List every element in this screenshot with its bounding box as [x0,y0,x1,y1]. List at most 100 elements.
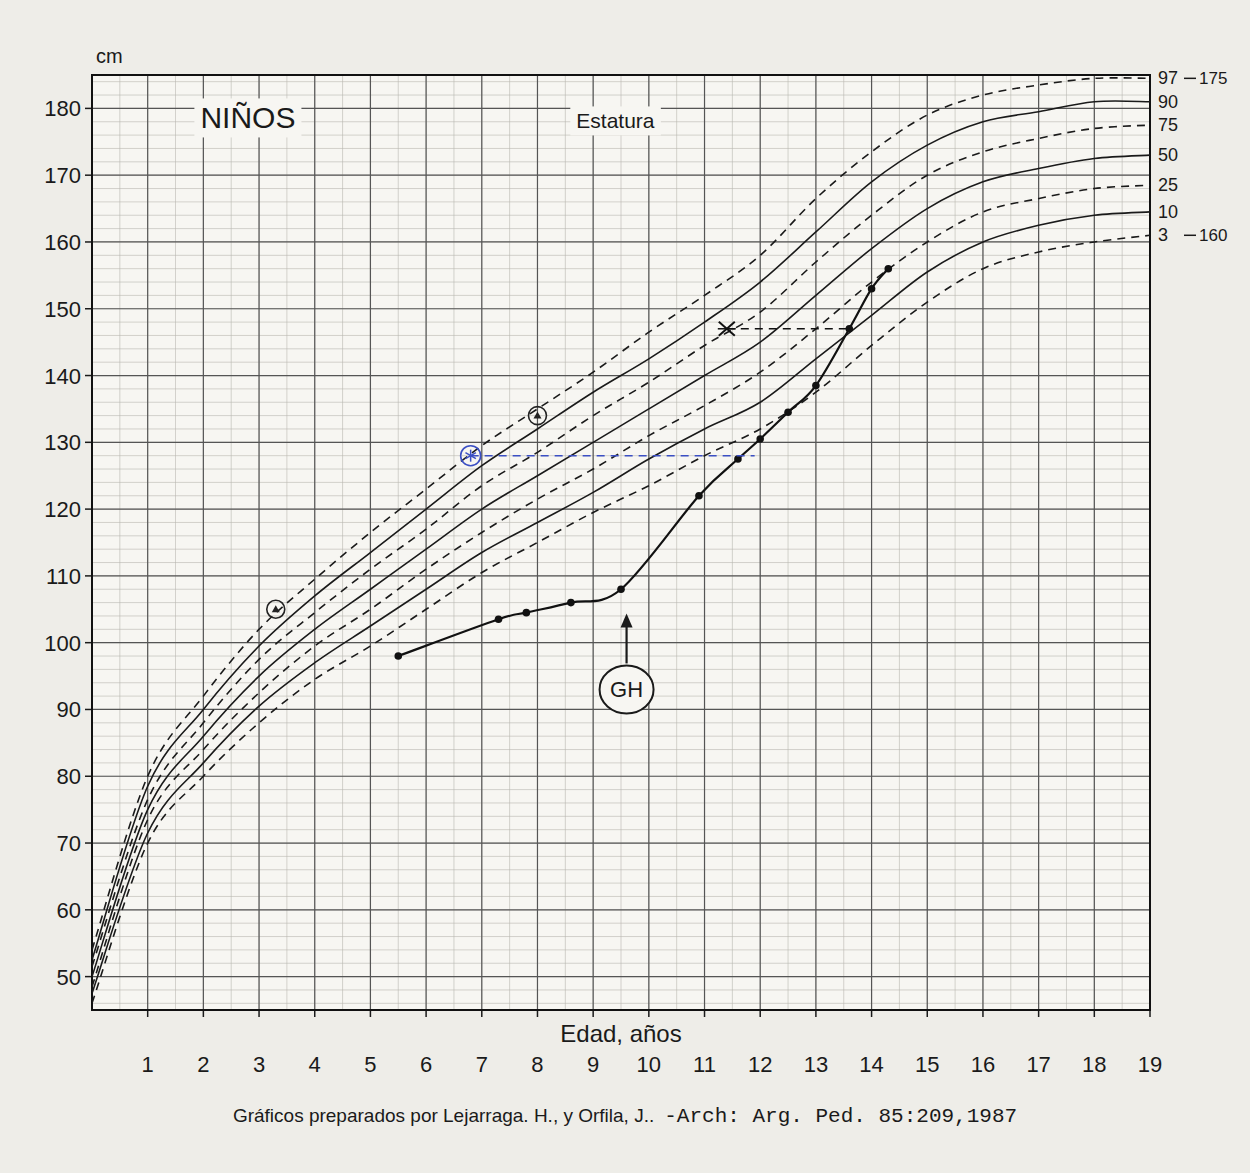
y-axis-label: cm [96,45,123,67]
x-tick-label: 15 [915,1052,939,1077]
minor-grid-line [92,615,1150,616]
minor-grid-line [815,75,816,1010]
grid-line [704,75,705,1010]
x-tick-label: 5 [364,1052,376,1077]
minor-grid-line [92,362,1150,363]
y-tick-label: 150 [44,297,81,322]
percentile-label: 3 [1158,225,1168,245]
percentile-label: 90 [1158,92,1178,112]
grid-line [92,241,1150,242]
minor-grid-line [648,75,649,1010]
series-labels: 9790755025103 [1158,68,1178,245]
marker-x-arm [719,322,735,336]
x-tick-label: 2 [197,1052,209,1077]
series-marker [394,652,402,660]
reference: -Arch: Arg. Ped. 85:209,1987 [664,1105,1017,1128]
series-line [92,78,1150,950]
scatter-point [461,446,481,466]
tick-mark [927,1010,929,1017]
minor-grid-line [927,75,928,1010]
minor-grid-line [92,989,1150,990]
series-line [471,455,755,457]
minor-grid-line [92,776,1150,777]
minor-grid-line [760,75,761,1010]
grid-line [92,575,1150,576]
minor-grid-line [92,896,1150,897]
x-tick-label: 10 [637,1052,661,1077]
grid-line [92,509,1150,510]
annotation-text: GH [610,677,643,702]
grid [85,75,1150,1017]
minor-grid-line [92,736,1150,737]
series-line [92,235,1150,1003]
minor-grid-line [92,789,1150,790]
x-tick-label: 13 [804,1052,828,1077]
y-tick-label: 70 [57,831,81,856]
plot-background [92,75,1150,1010]
marker-ring [461,446,481,466]
tick-mark [85,241,92,243]
minor-grid-line [92,469,1150,470]
marker-dot [617,585,625,593]
minor-grid-line [92,255,1150,256]
grid-line [203,75,204,1010]
minor-grid-line [92,282,1150,283]
minor-grid-line [92,856,1150,857]
x-tick-label: 7 [476,1052,488,1077]
marker-x-arm [719,322,735,336]
grid-line [92,909,1150,910]
minor-grid-line [92,455,1150,456]
percentile-label: 97 [1158,68,1178,88]
minor-grid-line [1038,75,1039,1010]
marker-dot [884,265,892,273]
minor-grid-line [92,936,1150,937]
grid-line [370,75,371,1010]
marker-ring [267,600,285,618]
minor-grid-line [92,348,1150,349]
x-tick-label: 14 [859,1052,883,1077]
x-tick-label: 8 [531,1052,543,1077]
marker-triangle [533,412,541,419]
y-tick-label: 50 [57,965,81,990]
minor-grid-line [92,816,1150,817]
y-tick-label: 130 [44,430,81,455]
annotation-dash [1184,235,1196,237]
series-marker [495,616,503,624]
tick-mark [203,1010,205,1017]
marker-ring [528,407,546,425]
minor-grid-line [92,495,1150,496]
series-line [92,212,1150,993]
marker-dot [495,616,503,624]
tick-mark [982,1010,984,1017]
minor-grid-line [92,549,1150,550]
marker-dot [567,599,575,607]
minor-grid-line [481,75,482,1010]
minor-grid-line [92,843,1150,844]
minor-grid-line [92,295,1150,296]
series-marker [756,435,764,443]
tick-mark [1094,1010,1096,1017]
minor-grid-line [426,75,427,1010]
subtitle: Estatura [576,109,655,132]
minor-grid-line [92,241,1150,242]
grid-line [92,642,1150,643]
tick-mark [85,308,92,310]
percentile-label: 75 [1158,115,1178,135]
tick-mark [85,842,92,844]
tick-mark [759,1010,761,1017]
y-tick-label: 170 [44,163,81,188]
series-line [92,101,1150,960]
minor-grid-line [92,428,1150,429]
marker-triangle [272,605,280,612]
plot-frame [92,75,1150,1010]
annotation-text: 160 [1199,226,1227,245]
tick-mark [147,1010,149,1017]
subtitle-group: Estatura [570,106,661,135]
y-tick-label: 90 [57,697,81,722]
x-tick-label: 11 [693,1052,716,1077]
grid-line [314,75,315,1010]
x-tick-label: 12 [748,1052,772,1077]
x-axis-label: Edad, años [560,1020,681,1047]
x-tick-label: 17 [1026,1052,1050,1077]
minor-grid-line [92,602,1150,603]
